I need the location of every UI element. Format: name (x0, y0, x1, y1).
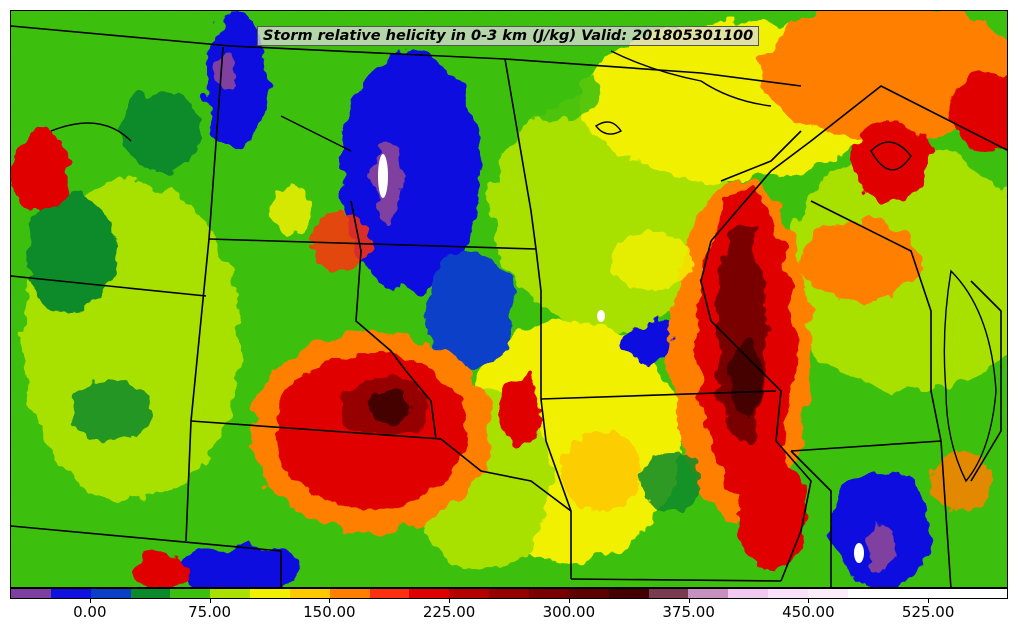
colorbar-segment (967, 589, 1007, 598)
colorbar-segment (648, 589, 689, 598)
colorbar-segment (528, 589, 569, 598)
colorbar-segment (608, 589, 649, 598)
colorbar-tick (688, 599, 690, 603)
helicity-field-detail (71, 61, 991, 511)
colorbar-tick-label: 75.00 (188, 603, 232, 621)
colorbar-segment (887, 589, 928, 598)
colorbar-tick (449, 599, 451, 603)
colorbar-tick-label: 450.00 (782, 603, 835, 621)
state-boundaries (11, 25, 1007, 587)
colorbar-tick-label: 375.00 (662, 603, 715, 621)
colorbar-segment (130, 589, 171, 598)
colorbar-segment (927, 589, 968, 598)
colorbar-segment (688, 589, 729, 598)
colorbar-tick (568, 599, 570, 603)
colorbar-segment (369, 589, 410, 598)
colorbar-ticks: 0.00 75.00 150.00 225.00 300.00 375.00 450.00 5… (10, 599, 1008, 629)
helicity-map (11, 11, 1007, 587)
map-title: Storm relative helicity in 0-3 km (J/kg)… (257, 26, 760, 46)
colorbar-tick (808, 599, 810, 603)
colorbar-segment (449, 589, 490, 598)
colorbar-tick-label: 225.00 (422, 603, 476, 621)
colorbar-segment (768, 589, 808, 598)
white-spots (378, 154, 864, 563)
colorbar (10, 588, 1008, 599)
colorbar-segment (489, 589, 529, 598)
colorbar-segment (807, 589, 848, 598)
colorbar-segment (409, 589, 450, 598)
colorbar-segment (210, 589, 251, 598)
colorbar-tick (928, 599, 930, 603)
coastlines (50, 50, 997, 483)
colorbar-segment (50, 589, 91, 598)
colorbar-tick-label: 300.00 (542, 603, 596, 621)
colorbar-tick-label: 0.00 (73, 603, 107, 621)
colorbar-tick-label: 150.00 (303, 603, 356, 621)
colorbar-tick-label: 525.00 (901, 603, 955, 621)
colorbar-segment (847, 589, 888, 598)
colorbar-segment (11, 589, 51, 598)
colorbar-tick (329, 599, 331, 603)
colorbar-segment (170, 589, 211, 598)
colorbar-segment (90, 589, 131, 598)
colorbar-segment (728, 589, 769, 598)
map-panel: Storm relative helicity in 0-3 km (J/kg)… (10, 10, 1008, 588)
colorbar-segment (568, 589, 609, 598)
colorbar-tick (209, 599, 211, 603)
colorbar-tick (89, 599, 91, 603)
colorbar-segment (329, 589, 370, 598)
colorbar-segment (250, 589, 290, 598)
colorbar-segment (289, 589, 330, 598)
